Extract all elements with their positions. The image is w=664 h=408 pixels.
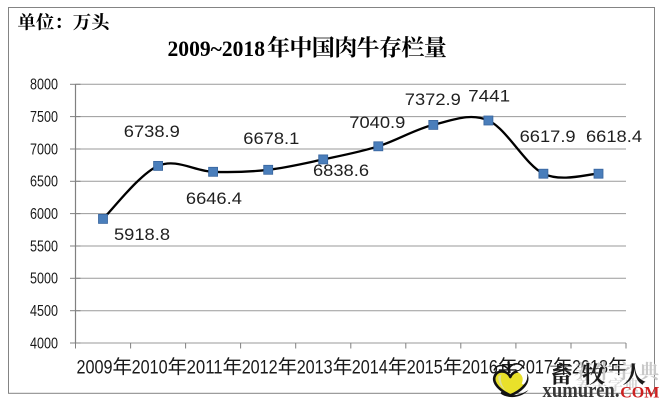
- svg-text:6738.9: 6738.9: [124, 122, 180, 141]
- svg-text:7372.9: 7372.9: [405, 90, 461, 109]
- svg-text:2013: 2013: [297, 357, 333, 379]
- svg-text:6617.9: 6617.9: [520, 127, 576, 146]
- svg-text:5000: 5000: [30, 271, 58, 288]
- svg-text:2014: 2014: [352, 357, 388, 379]
- svg-text:2009~2018: 2009~2018: [168, 36, 266, 61]
- svg-text:8000: 8000: [30, 77, 58, 94]
- svg-text:2010: 2010: [132, 357, 168, 379]
- svg-text:xumuren.: xumuren.: [543, 377, 620, 402]
- svg-text:2016: 2016: [462, 357, 498, 379]
- svg-text:6838.6: 6838.6: [313, 161, 369, 180]
- svg-text:7500: 7500: [30, 109, 58, 126]
- svg-text:2011: 2011: [187, 357, 223, 379]
- svg-text:6618.4: 6618.4: [586, 127, 642, 146]
- svg-text:2015: 2015: [407, 357, 443, 379]
- svg-text:7000: 7000: [30, 141, 58, 158]
- svg-text:6646.4: 6646.4: [186, 189, 242, 208]
- svg-text:2009: 2009: [77, 357, 113, 379]
- svg-text:7040.9: 7040.9: [349, 113, 405, 132]
- svg-text:6500: 6500: [30, 174, 58, 191]
- svg-text:COM: COM: [620, 384, 659, 401]
- svg-text:4500: 4500: [30, 303, 58, 320]
- svg-text:2012: 2012: [242, 357, 278, 379]
- svg-text:4000: 4000: [30, 335, 58, 352]
- svg-text:5918.8: 5918.8: [114, 225, 170, 244]
- svg-text:5500: 5500: [30, 238, 58, 255]
- svg-text:6678.1: 6678.1: [243, 129, 299, 148]
- svg-text:7441: 7441: [468, 87, 510, 106]
- svg-text:6000: 6000: [30, 206, 58, 223]
